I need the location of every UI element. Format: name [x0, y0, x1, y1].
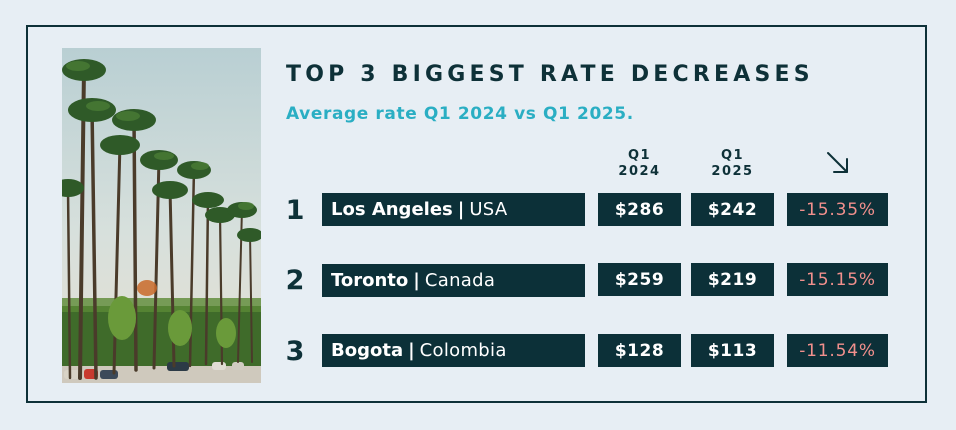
rate-change: -11.54% — [787, 334, 888, 367]
rate-q1-2025: $113 — [691, 334, 774, 367]
column-header-q1-2025: Q1 2025 — [691, 148, 774, 180]
arrow-down-right-icon — [827, 152, 848, 173]
column-header-q1-2025-line2: 2025 — [711, 164, 754, 179]
city-name: Bogota — [331, 340, 404, 361]
separator: | — [413, 270, 420, 291]
city-cell: Toronto | Canada — [322, 264, 585, 297]
page-title: TOP 3 BIGGEST RATE DECREASES — [286, 62, 814, 87]
city-name: Toronto — [331, 270, 409, 291]
rank-2: 2 — [285, 265, 305, 296]
city-cell: Bogota | Colombia — [322, 334, 585, 367]
country-name: USA — [469, 199, 508, 220]
rate-q1-2025: $242 — [691, 193, 774, 226]
city-name: Los Angeles — [331, 199, 453, 220]
palm-trees-photo — [62, 48, 261, 383]
rate-change: -15.35% — [787, 193, 888, 226]
country-name: Colombia — [419, 340, 507, 361]
city-cell: Los Angeles | USA — [322, 193, 585, 226]
page-subtitle: Average rate Q1 2024 vs Q1 2025. — [286, 104, 634, 124]
card-frame — [26, 25, 927, 403]
rate-change: -15.15% — [787, 263, 888, 296]
column-header-q1-2024-line1: Q1 — [627, 148, 652, 163]
column-header-q1-2025-line1: Q1 — [720, 148, 745, 163]
rate-q1-2024: $259 — [598, 263, 681, 296]
column-header-q1-2024: Q1 2024 — [598, 148, 681, 180]
rate-q1-2025: $219 — [691, 263, 774, 296]
rank-3: 3 — [285, 336, 305, 367]
column-header-q1-2024-line2: 2024 — [618, 164, 661, 179]
separator: | — [408, 340, 415, 361]
rate-q1-2024: $128 — [598, 334, 681, 367]
rate-q1-2024: $286 — [598, 193, 681, 226]
rank-1: 1 — [285, 195, 305, 226]
separator: | — [457, 199, 465, 220]
country-name: Canada — [424, 270, 496, 291]
